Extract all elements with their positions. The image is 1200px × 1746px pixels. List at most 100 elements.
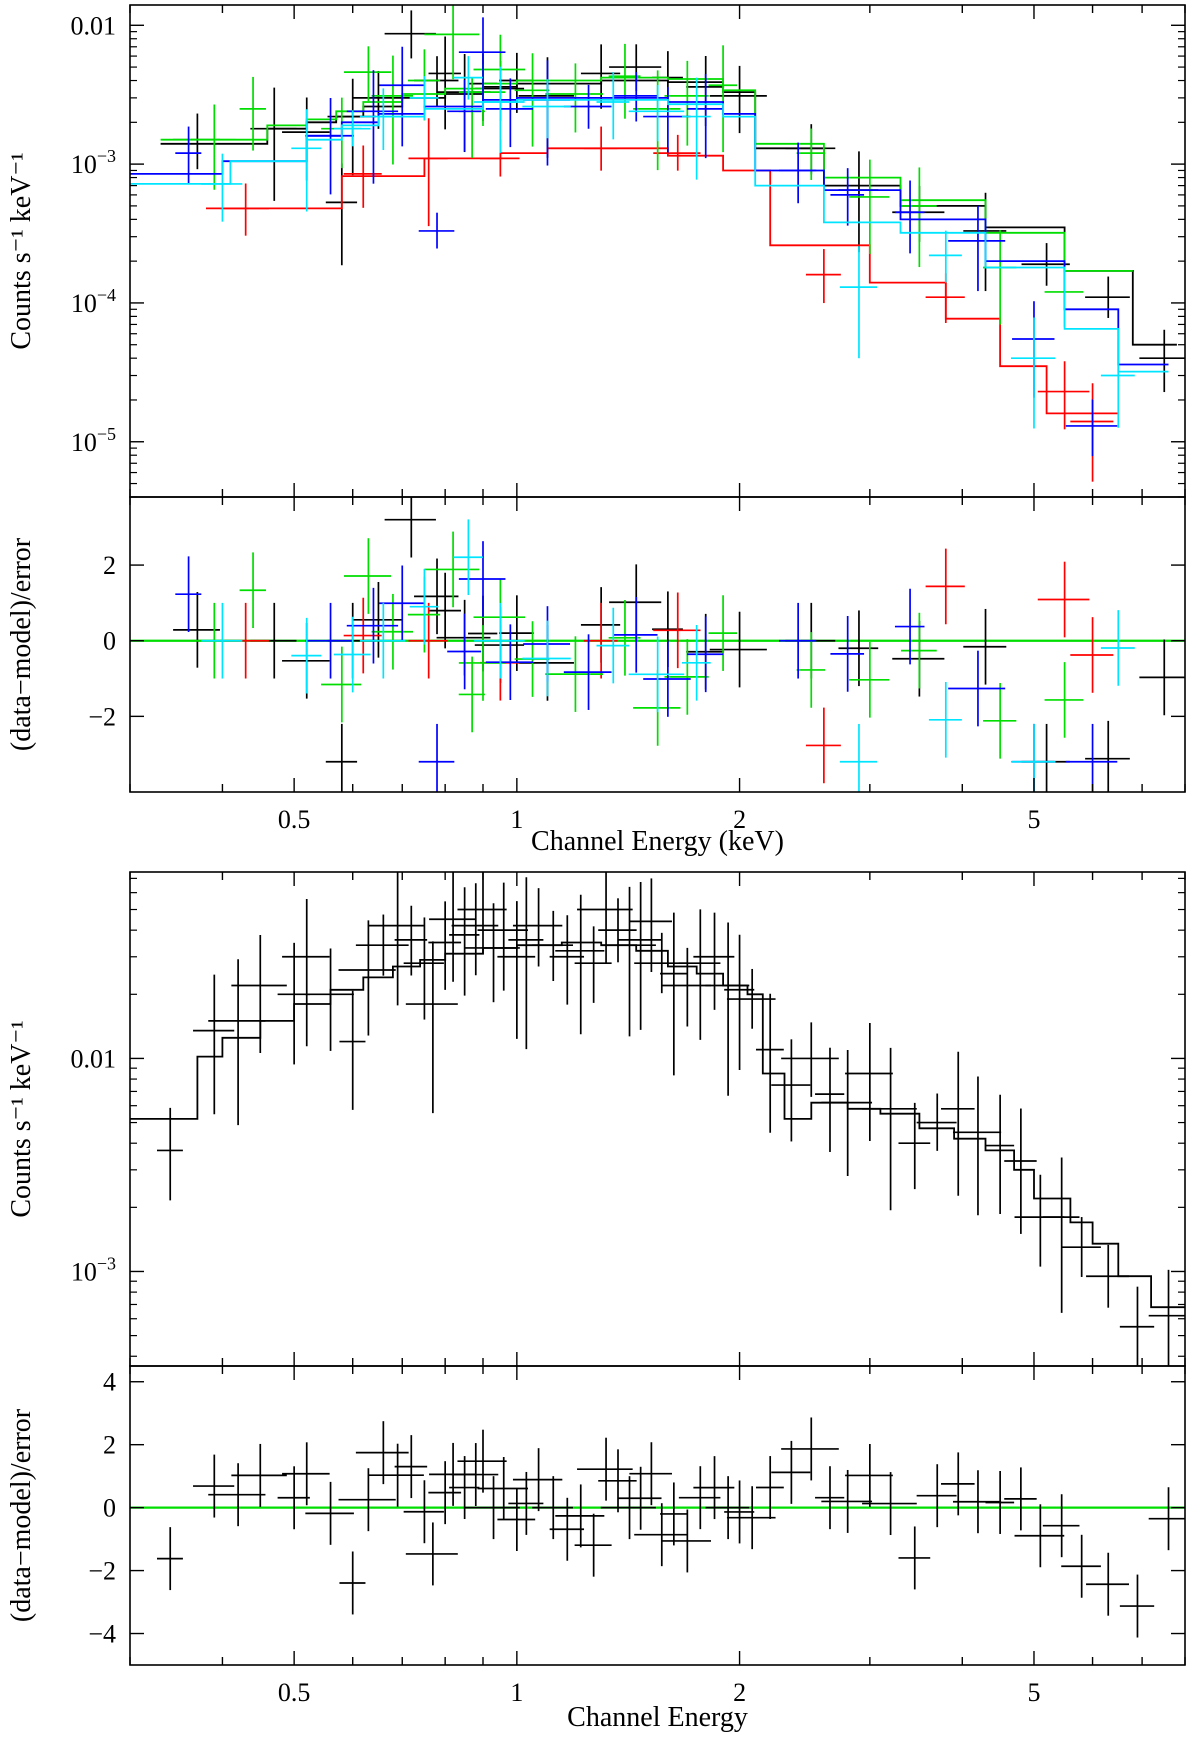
- green-data-point: [343, 46, 392, 102]
- black-residual-point: [1042, 1494, 1080, 1558]
- black-residual-point: [661, 1509, 712, 1573]
- black-data-point: [282, 898, 330, 1047]
- black-residual-point: [724, 1480, 755, 1544]
- x-tick-label: 5: [1027, 805, 1040, 834]
- blue-residual-point: [613, 597, 658, 673]
- black-data-point: [705, 922, 750, 1096]
- bottom-spectrum-panel: [130, 872, 1185, 1366]
- red-data-point: [653, 134, 701, 171]
- red-data-point: [408, 118, 448, 227]
- black-residual-point: [709, 611, 767, 688]
- black-data-point: [862, 1047, 917, 1211]
- black-data-point: [985, 1094, 1015, 1214]
- black-data-point: [838, 151, 879, 253]
- red-residual-point: [1037, 561, 1090, 638]
- blue-residual-point: [305, 602, 354, 679]
- cyan-data-point: [1100, 339, 1135, 428]
- black-residual-point: [821, 1469, 873, 1533]
- black-residual-point: [1148, 1487, 1185, 1551]
- bottom-chart: 0.5 1 2 5 Channel Energy 0.01 10−3 4 2 0 −2 −4 Count…: [6, 871, 1186, 1733]
- top-spectrum-panel: [130, 5, 1185, 482]
- blue-residual-point: [948, 650, 1006, 727]
- green-model-step-line: [160, 76, 1133, 272]
- black-residual-point: [428, 572, 461, 649]
- cyan-data-point: [333, 110, 371, 147]
- cyan-residual-point: [201, 602, 243, 679]
- black-residual-point: [1061, 1534, 1101, 1598]
- green-residual-point: [343, 538, 392, 614]
- spectrum-y-axis-title: Counts s⁻¹ keV⁻¹: [6, 1020, 37, 1217]
- cyan-residual-point: [596, 607, 630, 684]
- black-residual-point: [338, 1468, 396, 1532]
- black-data-point: [497, 901, 536, 1039]
- blue-residual-point: [458, 541, 506, 617]
- green-data-point: [796, 128, 826, 180]
- residual-y-tick-label: 2: [103, 1431, 116, 1460]
- green-residual-point: [321, 646, 362, 723]
- cyan-data-point: [201, 153, 243, 222]
- black-residual-point: [477, 1457, 528, 1520]
- red-residual-point: [925, 548, 965, 625]
- cyan-data-point: [359, 88, 406, 150]
- black-data-point: [724, 934, 755, 1070]
- spectrum-y-tick-label: 10−3: [71, 146, 116, 179]
- black-residual-point: [660, 1482, 688, 1546]
- black-residual-point: [193, 1454, 235, 1518]
- blue-residual-point: [894, 588, 925, 665]
- blue-data-point: [447, 79, 482, 152]
- cyan-residual-point: [359, 602, 406, 679]
- blue-data-point: [485, 78, 534, 148]
- cyan-data-point: [596, 71, 630, 140]
- black-data-point: [532, 910, 574, 982]
- black-residual-point: [781, 1417, 839, 1481]
- blue-residual-point: [830, 616, 865, 692]
- cyan-data-point: [474, 66, 525, 153]
- black-data-point: [414, 56, 459, 107]
- black-data-point: [429, 872, 476, 982]
- black-data-point: [512, 888, 563, 967]
- black-data-point: [755, 993, 784, 1133]
- cyan-data-point: [291, 109, 322, 212]
- residual-y-tick-label: −2: [88, 1557, 116, 1586]
- black-data-point: [193, 974, 235, 1115]
- black-residual-point: [549, 1497, 585, 1561]
- bottom-spectrum-frame: [129, 871, 1186, 1367]
- cyan-residual-point: [928, 681, 962, 758]
- black-residual-point: [464, 1476, 520, 1540]
- green-data-point: [901, 167, 937, 268]
- cyan-residual-point: [409, 568, 439, 645]
- black-data-point: [403, 917, 444, 1020]
- black-data-point: [449, 887, 480, 996]
- black-residual-point: [1119, 1574, 1155, 1638]
- black-residual-point: [384, 497, 436, 558]
- black-residual-point: [963, 608, 1007, 685]
- green-residual-point: [849, 641, 890, 718]
- spectrum-y-tick-label: 0.01: [71, 1044, 117, 1073]
- blue-data-point: [948, 205, 1006, 292]
- black-data-point: [173, 113, 220, 170]
- green-residual-point: [424, 531, 480, 608]
- black-residual-point: [892, 620, 945, 697]
- black-model-step-line: [130, 941, 1185, 1309]
- black-residual-point: [277, 1466, 310, 1530]
- green-data-point: [424, 5, 480, 80]
- black-data-point: [277, 942, 310, 1065]
- black-data-point: [250, 87, 297, 201]
- black-residual-point: [1014, 1504, 1065, 1568]
- black-data-point: [678, 909, 721, 1040]
- black-residual-point: [1086, 1552, 1129, 1616]
- black-data-point: [821, 1050, 873, 1177]
- blue-residual-point: [175, 556, 202, 633]
- green-data-point: [458, 77, 485, 158]
- black-data-point: [771, 1039, 811, 1142]
- black-data-point: [369, 872, 424, 1006]
- black-data-point: [629, 878, 672, 973]
- blue-data-point: [1065, 399, 1118, 457]
- black-residual-point: [941, 1452, 975, 1516]
- cyan-data-point: [1010, 317, 1056, 429]
- green-residual-point: [901, 612, 937, 689]
- blue-data-point: [894, 180, 925, 254]
- blue-residual-point: [643, 641, 691, 717]
- black-data-point: [1148, 1269, 1185, 1366]
- cyan-data-point: [409, 76, 439, 121]
